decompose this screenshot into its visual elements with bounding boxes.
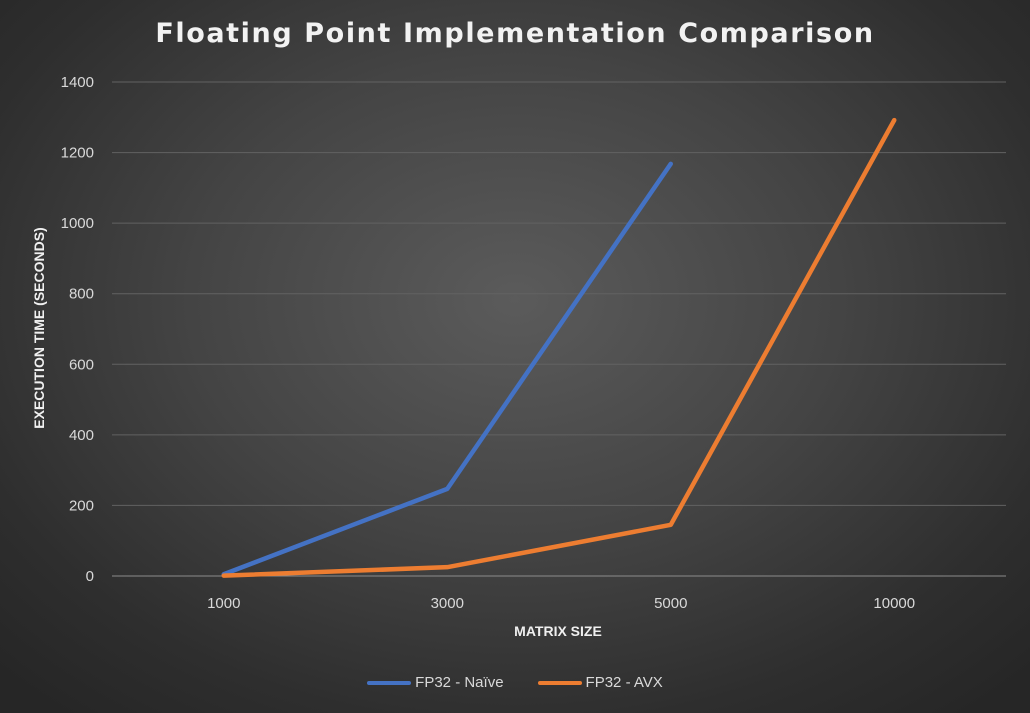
legend-swatch-fp32-avx [537,680,582,685]
y-axis: 0 200 400 600 800 1000 1200 1400 [61,74,94,585]
chart-title: Floating Point Implementation Comparison [155,18,875,49]
y-axis-title: EXECUTION TIME (SECONDS) [31,227,47,428]
legend-item-fp32-avx: FP32 - AVX [537,674,663,691]
legend-label-fp32-naive: FP32 - Naïve [415,674,504,691]
series-line-1 [221,117,897,578]
series-lines [221,117,897,578]
y-tick-label: 200 [69,497,94,514]
x-tick-label: 1000 [207,595,240,612]
series-line-0 [221,161,673,577]
y-tick-label: 1000 [61,215,94,232]
y-tick-label: 400 [69,427,94,444]
x-axis: 1000 3000 5000 10000 [207,595,915,612]
legend-label-fp32-avx: FP32 - AVX [585,674,663,691]
x-axis-title: MATRIX SIZE [514,623,602,639]
y-tick-label: 0 [86,568,94,585]
y-tick-label: 1200 [61,145,94,162]
legend-item-fp32-naive: FP32 - Naïve [367,674,504,691]
x-tick-label: 10000 [873,595,915,612]
legend: FP32 - Naïve FP32 - AVX [0,674,1030,691]
legend-swatch-fp32-naive [367,680,412,685]
x-tick-label: 5000 [654,595,687,612]
x-tick-label: 3000 [431,595,464,612]
y-tick-label: 600 [69,356,94,373]
y-tick-label: 1400 [61,74,94,91]
y-tick-label: 800 [69,286,94,303]
